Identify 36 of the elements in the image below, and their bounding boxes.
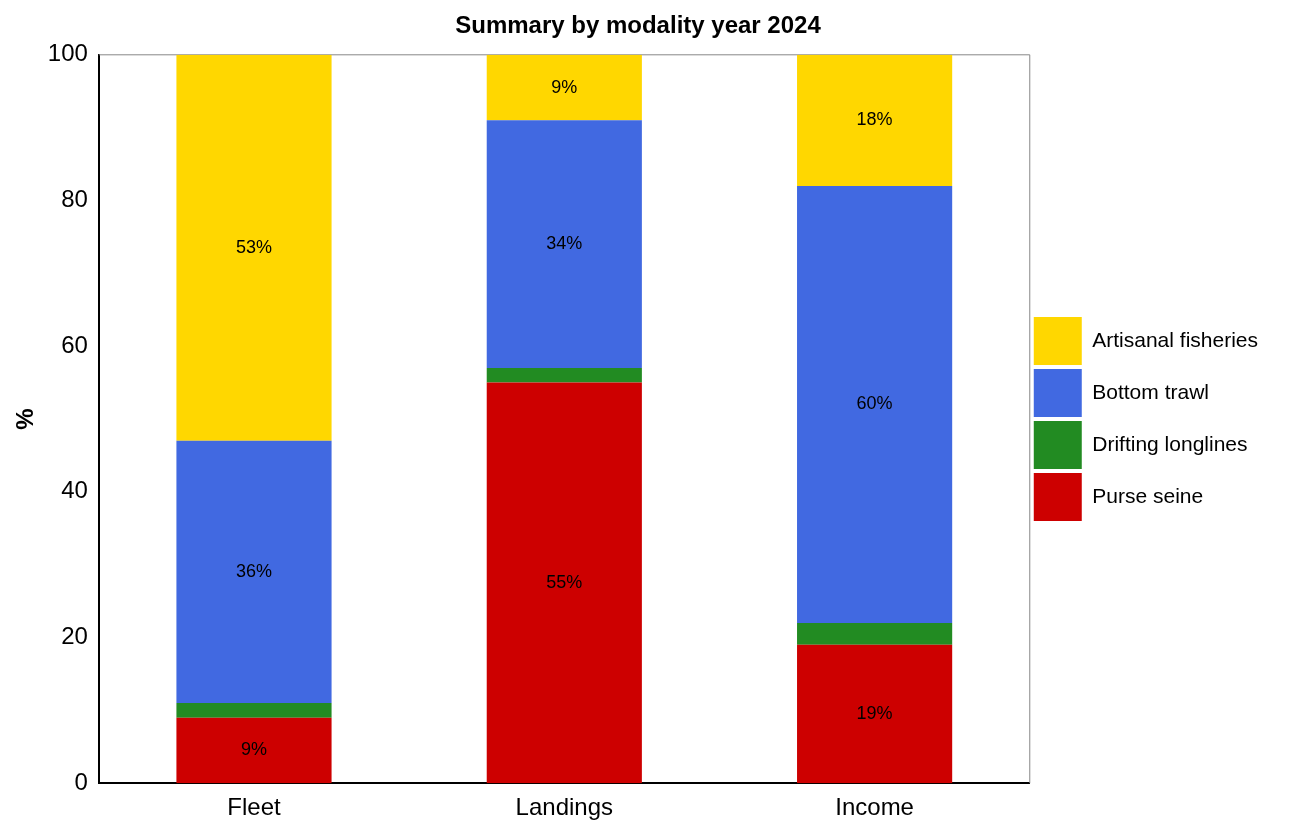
data-label: 36% [235,560,273,581]
bar [176,440,332,704]
bar [176,717,332,784]
data-label: 53% [235,236,273,257]
data-label: 34% [546,233,583,254]
data-label: 55% [546,571,583,592]
legend-label: Purse seine [1092,483,1204,507]
y-tick-label: 20 [61,622,88,650]
legend-label: Artisanal fisheries [1092,327,1258,351]
data-label: 18% [856,109,893,130]
bar [486,382,642,784]
y-tick-label: 0 [74,767,88,795]
x-tick-label: Income [835,793,914,821]
y-tick-label: 40 [61,476,88,504]
data-label: 9% [551,76,578,97]
chart-title: Summary by modality year 2024 [455,11,822,39]
data-label: 19% [856,702,893,723]
bar [176,703,332,718]
bar [176,54,332,441]
bar [797,185,953,623]
bar [486,54,642,121]
x-tick-label: Landings [515,793,614,821]
bar [797,644,953,784]
bar [486,120,642,369]
bar [797,54,953,186]
bar [486,368,642,383]
x-tick-label: Fleet [227,793,281,821]
y-tick-label: 60 [61,330,88,358]
legend-label: Bottom trawl [1092,379,1209,403]
data-label: 60% [856,393,893,414]
y-axis-title: % [11,408,39,430]
y-tick-label: 100 [47,39,88,67]
data-label: 9% [240,739,267,760]
legend-label: Drifting longlines [1092,431,1248,455]
bar [797,622,953,645]
y-tick-label: 80 [61,185,88,213]
